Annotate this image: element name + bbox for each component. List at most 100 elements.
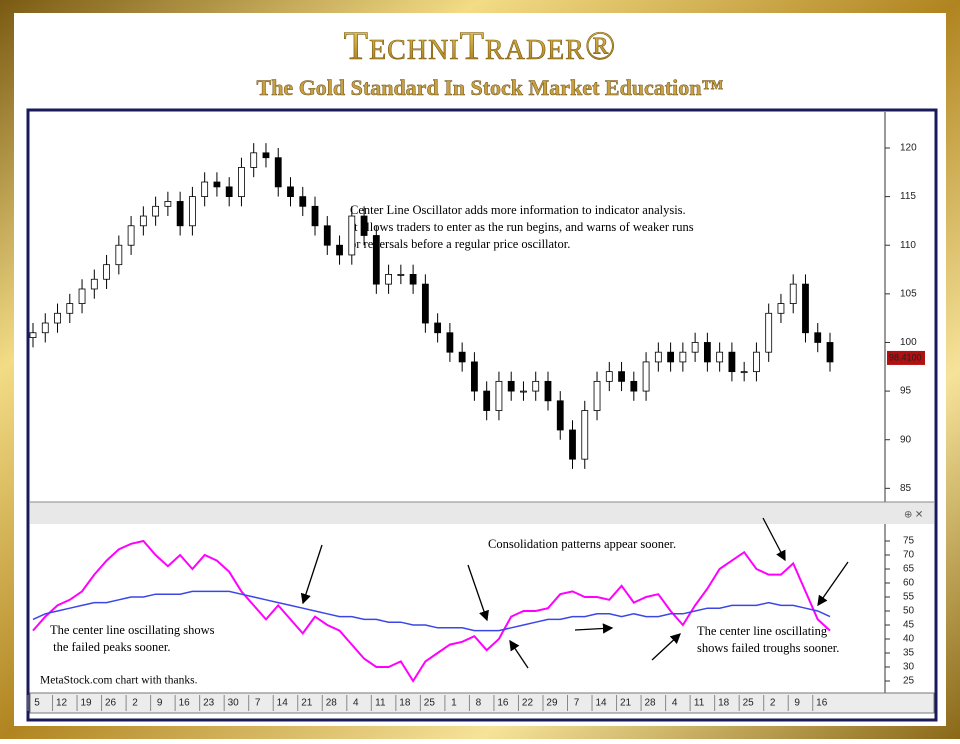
candle-body — [802, 283, 809, 334]
candle-body — [814, 332, 822, 343]
x-tick-label: 2 — [132, 698, 138, 709]
x-tick-label: 25 — [424, 698, 436, 709]
x-tick-label: 12 — [56, 698, 68, 709]
x-tick-label: 30 — [228, 698, 240, 709]
x-tick-label: 25 — [743, 698, 755, 709]
candle-body — [446, 332, 454, 353]
candle-body — [471, 361, 478, 392]
date-bar — [29, 692, 935, 714]
candle-body — [605, 371, 613, 382]
y-tick-label: 70 — [903, 550, 915, 561]
x-tick-label: 28 — [645, 698, 657, 709]
candle-body — [287, 186, 294, 198]
x-tick-label: 22 — [522, 698, 534, 709]
x-tick-label: 9 — [794, 698, 800, 709]
candle-body — [397, 273, 405, 276]
x-tick-label: 11 — [375, 698, 386, 709]
candle-body — [385, 273, 392, 285]
y-tick-label: 45 — [903, 620, 915, 631]
y-tick-label: 40 — [903, 634, 915, 645]
x-tick-label: 18 — [399, 698, 411, 709]
candle-body — [41, 322, 49, 334]
candle-body — [274, 157, 282, 188]
brand-subtitle: The Gold Standard In Stock Market Educat… — [257, 75, 724, 100]
candle-body — [201, 181, 209, 198]
candle-body — [250, 152, 258, 168]
candle-body — [569, 429, 576, 460]
last-price-label: 98.4100 — [889, 352, 922, 362]
annotation: The center line oscillating shows — [50, 623, 215, 637]
candle-body — [323, 225, 331, 246]
x-tick-label: 19 — [80, 698, 92, 709]
candle-body — [78, 288, 86, 304]
y-tick-label: 110 — [900, 240, 916, 251]
arrows — [300, 517, 849, 669]
candle-body — [152, 205, 160, 217]
candle-body — [299, 196, 307, 207]
candle-body — [127, 225, 135, 246]
candle-body — [703, 342, 711, 363]
candle-body — [225, 186, 233, 198]
y-tick-label: 85 — [900, 483, 912, 494]
x-tick-label: 5 — [34, 698, 40, 709]
x-tick-label: 28 — [326, 698, 338, 709]
candle-body — [728, 351, 736, 373]
credit: MetaStock.com chart with thanks. — [40, 675, 198, 687]
annotation: or reversals before a regular price osci… — [350, 237, 570, 251]
candle-body — [483, 390, 491, 411]
candle-body — [54, 312, 61, 324]
candle-body — [826, 342, 834, 363]
y-tick-label: 30 — [903, 662, 915, 673]
candle-body — [66, 303, 74, 314]
y-tick-label: 105 — [900, 288, 917, 299]
y-tick-label: 100 — [900, 337, 917, 348]
y-tick-label: 25 — [903, 676, 915, 687]
candle-body — [90, 278, 98, 290]
panel-divider — [30, 502, 934, 524]
x-tick-label: 11 — [694, 698, 705, 709]
y-tick-label: 55 — [903, 592, 915, 603]
candle-body — [421, 283, 429, 324]
candle-body — [458, 351, 466, 363]
y-tick-label: 35 — [903, 648, 915, 659]
x-tick-label: 9 — [157, 698, 163, 709]
annotation: the failed peaks sooner. — [50, 640, 170, 654]
candle-body — [581, 410, 589, 460]
x-tick-label: 29 — [546, 698, 558, 709]
x-tick-label: 18 — [718, 698, 730, 709]
annotation: The center line oscillating — [697, 624, 828, 638]
annotation: Center Line Oscillator adds more informa… — [350, 203, 686, 217]
candle-body — [667, 351, 674, 363]
candle-body — [360, 215, 368, 236]
candle-body — [630, 380, 638, 392]
candle-body — [372, 235, 380, 285]
candle-body — [262, 152, 270, 159]
candle-body — [336, 244, 343, 256]
candle-body — [642, 361, 650, 392]
panel-buttons[interactable]: ⊕ ✕ — [904, 509, 923, 520]
x-tick-label: 16 — [816, 698, 828, 709]
candle-body — [593, 380, 601, 411]
candle-body — [103, 264, 110, 280]
x-tick-label: 23 — [203, 698, 215, 709]
candle-body — [29, 332, 37, 339]
oscillator-line — [32, 590, 831, 632]
y-tick-label: 115 — [900, 191, 916, 202]
x-tick-label: 7 — [574, 698, 580, 709]
annotation: It allows traders to enter as the run be… — [350, 220, 694, 234]
x-tick-label: 8 — [476, 698, 482, 709]
x-tick-label: 21 — [301, 698, 313, 709]
x-tick-label: 26 — [105, 698, 117, 709]
x-tick-label: 4 — [353, 698, 359, 709]
y-tick-label: 90 — [900, 434, 912, 445]
candle-body — [188, 196, 196, 227]
y-tick-label: 75 — [903, 536, 915, 547]
y-tick-label: 60 — [903, 578, 915, 589]
candle-body — [507, 380, 515, 392]
x-tick-label: 14 — [595, 698, 607, 709]
candle-body — [434, 322, 442, 334]
candle-body — [753, 351, 760, 373]
candle-body — [176, 201, 184, 227]
